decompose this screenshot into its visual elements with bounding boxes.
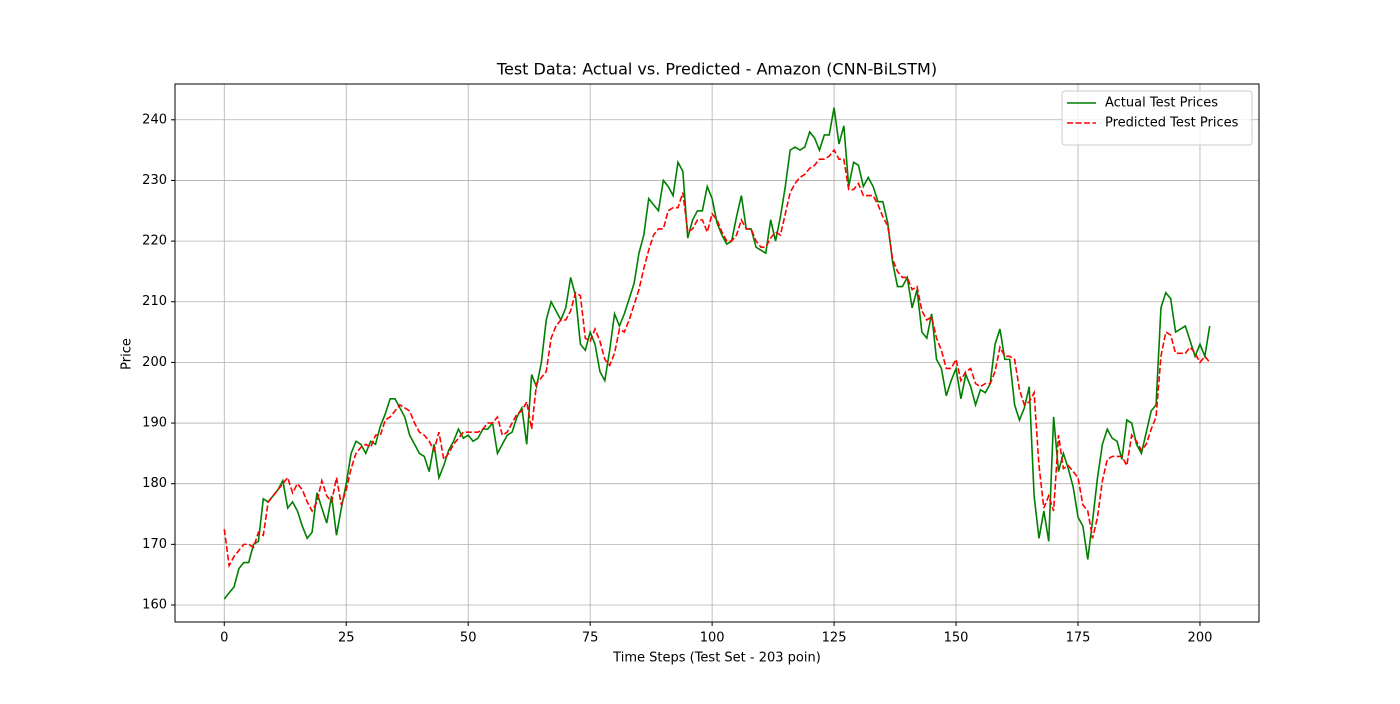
x-tick-label: 75 <box>582 631 599 646</box>
y-tick-label: 210 <box>142 294 167 309</box>
x-tick-label: 0 <box>220 631 228 646</box>
plot-frame <box>174 83 1260 623</box>
y-tick-label: 180 <box>142 476 167 491</box>
chart-title: Test Data: Actual vs. Predicted - Amazon… <box>496 60 937 79</box>
y-tick-label: 230 <box>142 173 167 188</box>
y-axis-label: Price <box>120 338 135 370</box>
data-line <box>223 148 1211 569</box>
x-tick-label: 50 <box>460 631 477 646</box>
data-line <box>223 107 1211 600</box>
x-tick-label: 175 <box>1066 631 1091 646</box>
y-tick-label: 160 <box>142 598 167 613</box>
x-tick-label: 125 <box>822 631 847 646</box>
x-tick-label: 150 <box>944 631 969 646</box>
legend-label: Actual Test Prices <box>1105 96 1218 111</box>
legend-box <box>1061 90 1253 146</box>
y-tick-label: 190 <box>142 416 167 431</box>
y-tick-label: 220 <box>142 234 167 249</box>
y-tick-label: 200 <box>142 355 167 370</box>
x-axis-label: Time Steps (Test Set - 203 poin) <box>612 651 821 666</box>
x-tick-label: 25 <box>338 631 355 646</box>
y-tick-label: 170 <box>142 537 167 552</box>
x-tick-label: 100 <box>700 631 725 646</box>
legend-label: Predicted Test Prices <box>1105 116 1239 131</box>
x-tick-label: 200 <box>1188 631 1213 646</box>
y-tick-label: 240 <box>142 112 167 127</box>
